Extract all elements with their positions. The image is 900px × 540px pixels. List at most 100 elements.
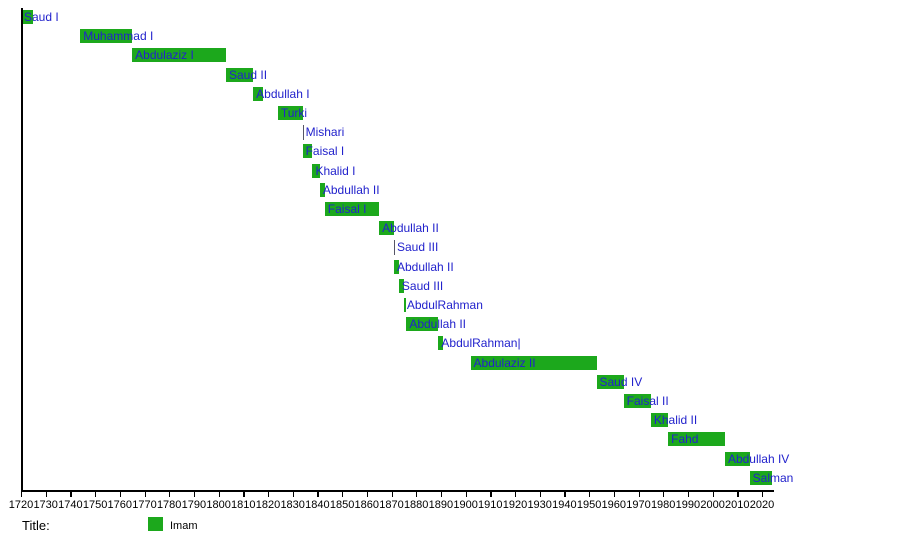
x-axis-tick-label: 1850 <box>329 499 355 511</box>
gantt-bar-label: Fahd <box>671 432 699 447</box>
x-axis-tick-label: 1900 <box>453 499 478 511</box>
x-axis-tick <box>539 490 541 497</box>
gantt-bar <box>319 182 325 197</box>
gantt-bar-label: Saud III <box>396 240 439 255</box>
x-axis-tick <box>342 490 344 497</box>
x-axis-tick <box>292 490 294 497</box>
gantt-bar-label: Faisal I <box>305 144 345 159</box>
gantt-bar <box>398 278 404 293</box>
x-axis-tick-label: 1960 <box>601 499 627 511</box>
x-axis-tick-label: 2000 <box>700 499 725 511</box>
gantt-bar-label: Salman <box>752 470 794 485</box>
x-axis-tick <box>762 490 764 497</box>
x-axis-tick <box>391 490 393 497</box>
y-axis-line <box>21 8 23 490</box>
gantt-bar-label: Saud III <box>401 278 444 293</box>
x-axis-tick-label: 1840 <box>305 499 330 511</box>
x-axis-tick <box>490 490 492 497</box>
gantt-bar-label: Abdullah II <box>322 182 380 197</box>
gantt-zero-duration-marker <box>302 124 305 140</box>
gantt-bar <box>623 394 651 408</box>
x-axis-tick <box>268 490 270 497</box>
gantt-bar <box>302 144 313 159</box>
gantt-bar <box>379 221 394 236</box>
gantt-bar <box>724 451 750 466</box>
gantt-bar-label: Saud IV <box>599 374 643 389</box>
gantt-bar-label: Saud I <box>24 10 59 24</box>
x-axis-tick-label: 1790 <box>181 499 207 511</box>
gantt-bar <box>226 67 254 82</box>
legend-color-swatch <box>148 517 163 531</box>
x-axis-tick <box>144 490 146 497</box>
gantt-bar-label: Muhammad I <box>83 29 154 44</box>
x-axis-tick-label: 1770 <box>132 499 157 511</box>
x-axis-tick <box>366 490 369 497</box>
gantt-bar <box>596 374 624 389</box>
x-axis-tick <box>243 490 245 497</box>
x-axis-tick-label: 1810 <box>231 499 256 511</box>
x-axis-tick <box>416 490 418 497</box>
x-axis-tick <box>70 490 72 497</box>
gantt-bar-label: Abdullah IV <box>727 451 790 466</box>
legend: Title: Imam <box>0 514 900 538</box>
x-axis-tick <box>515 490 517 497</box>
x-axis-tick <box>638 490 640 497</box>
gantt-bar <box>253 86 264 101</box>
x-axis-tick-label: 1730 <box>33 499 58 511</box>
gantt-bar <box>312 163 320 178</box>
x-axis-tick <box>169 490 171 497</box>
gantt-bar-label: Faisal I <box>327 202 367 216</box>
x-axis-tick-label: 1950 <box>576 499 602 511</box>
x-axis-tick-label: 1860 <box>354 499 380 511</box>
gantt-bar-label: Abdullah II <box>409 317 467 332</box>
x-axis-tick-label: 1880 <box>403 499 429 511</box>
x-axis-tick-label: 1970 <box>626 499 651 511</box>
x-axis-tick <box>193 490 196 497</box>
gantt-bar <box>470 355 597 370</box>
x-axis-tick <box>21 490 23 497</box>
x-axis-tick <box>687 490 690 497</box>
x-axis-tick-label: 1760 <box>107 499 133 511</box>
x-axis-tick <box>317 490 319 497</box>
gantt-bar-label: Faisal II <box>626 394 669 408</box>
gantt-bar <box>650 413 669 428</box>
x-axis-tick-label: 1990 <box>675 499 701 511</box>
gantt-bar-label: Mishari <box>305 125 345 140</box>
gantt-bar-label: AbdulRahman| <box>441 336 521 351</box>
x-axis-tick <box>663 490 665 497</box>
gantt-bar <box>406 317 439 332</box>
x-axis-tick-label: 1870 <box>379 499 404 511</box>
x-axis-tick-label: 2010 <box>725 499 750 511</box>
gantt-bar <box>132 48 226 63</box>
gantt-bar-label: Khalid I <box>315 163 356 178</box>
x-axis-tick-label: 1940 <box>552 499 577 511</box>
x-axis-tick-label: 1740 <box>58 499 83 511</box>
gantt-bar-label: AbdulRahman <box>406 298 483 312</box>
gantt-bar-label: Abdullah I <box>256 86 310 101</box>
gantt-zero-duration-marker <box>393 239 396 255</box>
gantt-bar <box>21 10 34 24</box>
legend-entry-label: Imam <box>170 520 198 532</box>
x-axis-tick-label: 1910 <box>478 499 503 511</box>
gantt-bar <box>80 29 133 44</box>
legend-title-label: Title: <box>22 518 50 533</box>
gantt-bar-label: Saud II <box>229 67 268 82</box>
x-axis-tick-label: 1820 <box>255 499 281 511</box>
x-axis-tick-label: 1830 <box>280 499 305 511</box>
x-axis-tick <box>589 490 591 497</box>
x-axis-tick-label: 2020 <box>749 499 775 511</box>
x-axis-tick-label: 1720 <box>8 499 34 511</box>
gantt-bar-label: Abdullah II <box>382 221 439 236</box>
x-axis-line <box>21 490 774 492</box>
x-axis-tick-label: 1930 <box>527 499 552 511</box>
x-axis-tick-label: 1780 <box>156 499 182 511</box>
x-axis-tick <box>45 490 47 497</box>
gantt-bar <box>403 298 407 312</box>
x-axis-tick <box>564 490 566 497</box>
gantt-bar-label: Abdulaziz I <box>135 48 194 63</box>
gantt-bar <box>668 432 725 447</box>
gantt-bar-label: Khalid II <box>653 413 698 428</box>
gantt-bar <box>277 106 303 120</box>
gantt-bar-label: Abdullah II <box>396 259 454 274</box>
